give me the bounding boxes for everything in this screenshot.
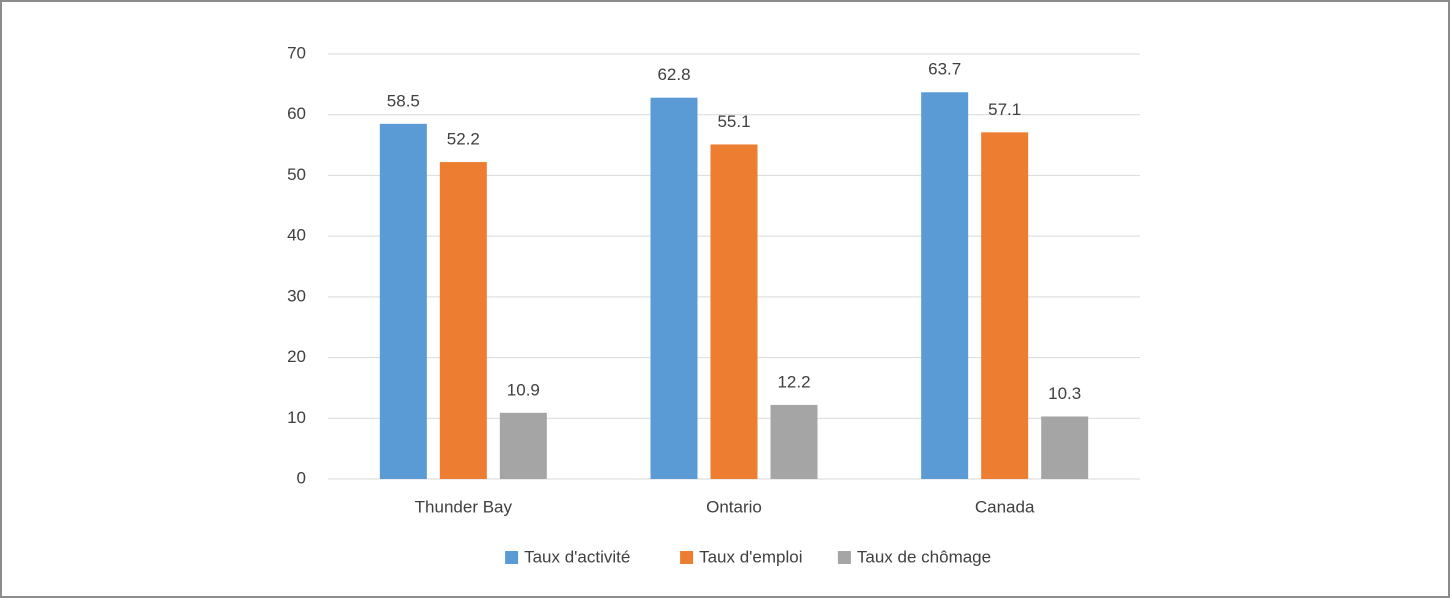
- data-label: 12.2: [777, 372, 810, 391]
- data-label: 62.8: [657, 65, 690, 84]
- data-label: 52.2: [447, 130, 480, 149]
- bar: [650, 97, 698, 479]
- bar: [981, 132, 1029, 480]
- bar: [710, 144, 758, 479]
- bar: [379, 123, 427, 480]
- legend-label: Taux de chômage: [857, 547, 991, 566]
- bar: [770, 404, 818, 479]
- x-tick-label: Ontario: [706, 497, 762, 516]
- data-label: 10.9: [507, 380, 540, 399]
- x-tick-label: Canada: [975, 497, 1035, 516]
- legend-swatch: [680, 551, 694, 564]
- y-tick-label: 20: [287, 347, 306, 366]
- y-tick-label: 60: [287, 104, 306, 123]
- legend-swatch: [505, 551, 519, 564]
- bar: [499, 412, 547, 479]
- y-tick-label: 0: [297, 468, 306, 487]
- y-tick-label: 50: [287, 165, 306, 184]
- data-label: 55.1: [717, 112, 750, 131]
- bar: [921, 92, 969, 479]
- y-tick-label: 10: [287, 408, 306, 427]
- data-label: 10.3: [1048, 384, 1081, 403]
- data-label: 63.7: [928, 60, 961, 79]
- legend-label: Taux d'emploi: [699, 547, 802, 566]
- bar: [1041, 416, 1089, 479]
- y-tick-label: 40: [287, 226, 306, 245]
- x-tick-label: Thunder Bay: [415, 497, 513, 516]
- bar: [439, 162, 487, 480]
- y-tick-label: 70: [287, 43, 306, 62]
- legend-label: Taux d'activité: [524, 547, 630, 566]
- legend-swatch: [837, 551, 851, 564]
- y-tick-label: 30: [287, 286, 306, 305]
- data-label: 57.1: [988, 100, 1021, 119]
- data-label: 58.5: [387, 91, 420, 110]
